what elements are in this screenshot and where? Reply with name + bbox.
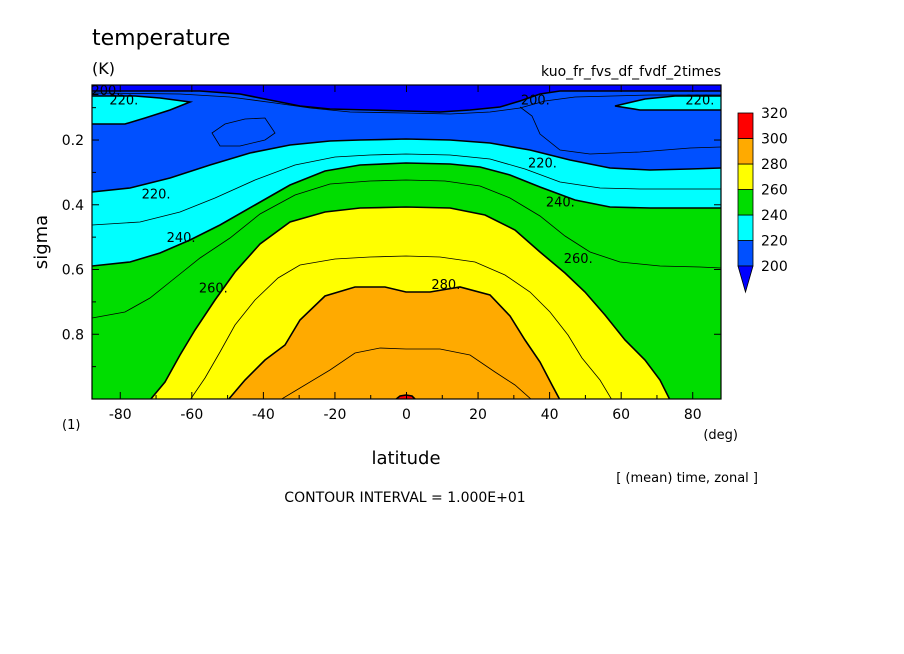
contour-label: 220. (109, 94, 138, 109)
colorbar-swatch (737, 214, 754, 241)
y-tick-label: 0.8 (62, 327, 84, 343)
contour-label: 200. (91, 84, 120, 99)
contour-lines (92, 90, 721, 399)
colorbar-swatch (737, 138, 754, 165)
x-axis-label: latitude (371, 448, 440, 469)
colorbar-label: 220 (761, 234, 788, 250)
contour-label: 220. (142, 187, 171, 202)
contour-label: 200. (521, 94, 550, 109)
x-tick-label: -80 (109, 407, 132, 423)
chart-title: temperature (92, 26, 230, 51)
y-tick-label: 0.6 (62, 263, 84, 279)
contour-label: 240. (546, 196, 575, 211)
colorbar-label: 260 (761, 183, 788, 199)
colorbar-swatch (737, 163, 754, 190)
y-tick-label: 0.2 (62, 133, 84, 149)
run-name: kuo_fr_fvs_df_fvdf_2times (541, 64, 721, 80)
contour-label: 260. (199, 281, 228, 296)
contour-label: 280. (431, 278, 460, 293)
colorbar-swatch (737, 112, 754, 139)
contour-line-210-b (211, 117, 276, 147)
contour-line-280 (227, 286, 561, 399)
averaging-note: [ (mean) time, zonal ] (616, 471, 758, 486)
contour-labels: 200.220. 200. 220.220.220.240.240.260.260.… (91, 84, 714, 296)
x-axis: -80 -60 -40 -20 0 20 40 60 80 (109, 85, 702, 423)
band-220-240-pocket-south (92, 96, 190, 124)
y-axis: 0.2 0.4 0.6 0.8 (62, 107, 721, 400)
contour-line-220 (92, 138, 721, 193)
contour-interval: CONTOUR INTERVAL = 1.000E+01 (284, 490, 525, 506)
contour-label: 240. (167, 231, 196, 246)
contour-label: 260. (564, 252, 593, 267)
colorbar-label: 280 (761, 157, 788, 173)
colorbar-swatch (737, 189, 754, 216)
colorbar: 200 220 240 260 280 300 320 (737, 106, 788, 294)
contour-line-210-c (519, 106, 721, 155)
band-below-200 (92, 85, 721, 112)
contour-label: 220. (685, 94, 714, 109)
contour-line-200 (92, 90, 721, 113)
colorbar-label: 320 (761, 106, 788, 122)
contour-line-230 (92, 153, 721, 226)
contour-line-270 (190, 255, 612, 399)
x-tick-label: 80 (684, 407, 702, 423)
contour-line-260 (149, 206, 671, 399)
y-axis-label: sigma (31, 215, 52, 269)
contour-line-220-north (614, 95, 721, 111)
contour-line-250 (92, 179, 721, 319)
x-tick-label: -20 (324, 407, 347, 423)
colorbar-label: 200 (761, 259, 788, 275)
x-tick-label: 60 (612, 407, 630, 423)
x-tick-label: -60 (180, 407, 203, 423)
x-axis-units: (deg) (703, 428, 738, 443)
contour-line-240 (92, 162, 721, 267)
x-tick-label: 40 (541, 407, 559, 423)
contour-line-220-south (92, 95, 194, 125)
x-tick-label: 0 (402, 407, 411, 423)
colorbar-below-arrow (737, 265, 754, 294)
contour-fill (92, 85, 721, 399)
y-axis-units: (1) (62, 418, 80, 433)
colorbar-swatch (737, 240, 754, 267)
x-tick-label: 20 (469, 407, 487, 423)
units-label: (K) (92, 59, 115, 78)
contour-line-210-a (92, 92, 721, 115)
x-tick-label: -40 (252, 407, 275, 423)
y-tick-label: 0.4 (62, 198, 84, 214)
colorbar-label: 240 (761, 208, 788, 224)
contour-label: 220. (528, 157, 557, 172)
colorbar-label: 300 (761, 132, 788, 148)
band-220-240-pocket-north (615, 96, 721, 110)
contour-line-290 (280, 347, 532, 399)
band-280-300 (228, 287, 560, 399)
